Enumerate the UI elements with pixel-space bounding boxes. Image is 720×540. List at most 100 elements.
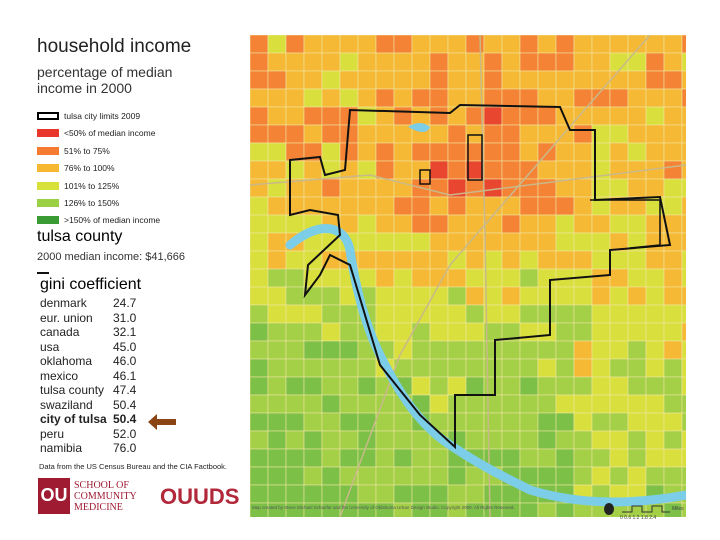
map-cell — [285, 322, 305, 342]
map-cell — [321, 106, 341, 126]
map-cell — [573, 142, 593, 162]
map-cell — [645, 376, 665, 396]
map-cell — [591, 250, 611, 270]
legend-item: 126% to 150% — [37, 198, 119, 208]
map-cell — [627, 430, 647, 450]
map-cell — [267, 160, 287, 180]
map-cell — [609, 124, 629, 144]
map-cell — [250, 376, 269, 396]
map-cell — [501, 124, 521, 144]
gini-value: 46.0 — [113, 354, 137, 368]
map-cell — [393, 160, 413, 180]
map-cell — [609, 35, 629, 54]
map-cell — [357, 88, 377, 108]
scale-bar — [622, 505, 670, 513]
map-cell — [645, 358, 665, 378]
map-cell — [375, 322, 395, 342]
map-cell — [267, 286, 287, 306]
map-cell — [429, 304, 449, 324]
map-cell — [645, 70, 665, 90]
map-cell — [375, 394, 395, 414]
gini-country: usa — [40, 339, 60, 354]
map-cell — [411, 466, 431, 486]
map-cell — [375, 268, 395, 288]
map-cell — [591, 304, 611, 324]
gini-value: 31.0 — [113, 310, 137, 325]
map-cell — [501, 430, 521, 450]
map-cell — [465, 340, 485, 360]
lake — [408, 123, 430, 132]
gini-country: eur. union — [40, 310, 93, 325]
map-cell — [645, 52, 665, 72]
map-cell — [627, 448, 647, 468]
map-cell — [483, 196, 503, 216]
map-cell — [627, 214, 647, 234]
map-cell — [411, 448, 431, 468]
map-cell — [663, 340, 683, 360]
map-cell — [285, 376, 305, 396]
map-cell — [573, 340, 593, 360]
map-cell — [429, 340, 449, 360]
school-line: COMMUNITY — [74, 491, 137, 502]
map-cell — [250, 35, 269, 54]
map-cell — [573, 466, 593, 486]
map-cell — [645, 394, 665, 414]
map-cell — [339, 35, 359, 54]
map-cell — [339, 430, 359, 450]
map-cell — [465, 304, 485, 324]
gini-row: oklahoma 46.0 — [40, 354, 136, 368]
map-cell — [375, 250, 395, 270]
map-cell — [537, 250, 557, 270]
map-cell — [267, 250, 287, 270]
map-cell — [483, 52, 503, 72]
map-cell — [267, 376, 287, 396]
map-cell — [267, 124, 287, 144]
map-cell — [321, 35, 341, 54]
map-cell — [339, 52, 359, 72]
map-cell — [321, 466, 341, 486]
map-cell — [663, 412, 683, 432]
ou-mark: OU — [40, 485, 68, 505]
map-cell — [681, 304, 686, 324]
map-cell — [645, 340, 665, 360]
map-cell — [447, 35, 467, 54]
map-cell — [429, 70, 449, 90]
map-cell — [285, 268, 305, 288]
map-cell — [303, 52, 323, 72]
map-cell — [663, 196, 683, 216]
legend-label: tulsa city limits 2009 — [64, 111, 141, 121]
map-cell — [339, 412, 359, 432]
map-cell — [303, 88, 323, 108]
map-cell — [339, 394, 359, 414]
map-cell — [250, 358, 269, 378]
school-line: MEDICINE — [74, 502, 123, 513]
map-cell — [267, 412, 287, 432]
map-cell — [321, 142, 341, 162]
map-cell — [681, 322, 686, 342]
gini-value: 32.1 — [113, 325, 137, 339]
map-cell — [609, 214, 629, 234]
map-cell — [375, 430, 395, 450]
map-cell — [447, 322, 467, 342]
map-cell — [339, 376, 359, 396]
map-cell — [609, 466, 629, 486]
map-cell — [663, 268, 683, 288]
map-cell — [303, 376, 323, 396]
map-cell — [609, 394, 629, 414]
map-cell — [357, 232, 377, 252]
map-cell — [250, 106, 269, 126]
school-logo: SCHOOL OF COMMUNITY MEDICINE — [74, 480, 137, 513]
map-cell — [429, 124, 449, 144]
map-cell — [501, 88, 521, 108]
map-cell — [357, 484, 377, 504]
map-cell — [483, 88, 503, 108]
map-cell — [267, 232, 287, 252]
map-cell — [250, 70, 269, 90]
map-cell — [250, 196, 269, 216]
legend-label: 76% to 100% — [64, 163, 115, 174]
map-cell — [573, 412, 593, 432]
map-cell — [663, 250, 683, 270]
map-cell — [250, 448, 269, 468]
gini-country: mexico — [40, 368, 79, 383]
map-cell — [393, 250, 413, 270]
